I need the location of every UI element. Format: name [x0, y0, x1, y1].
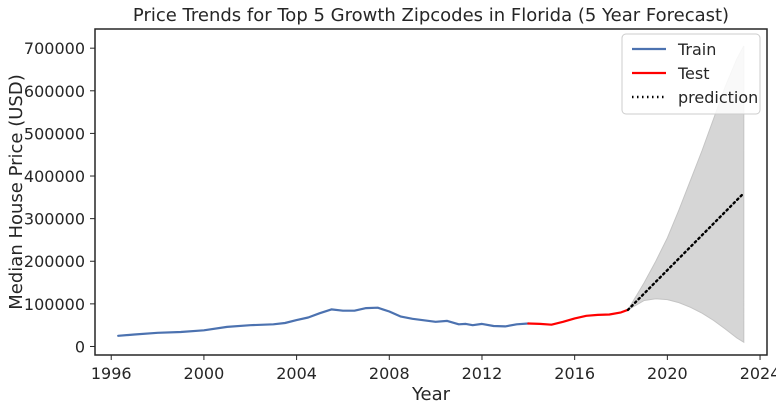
legend-box: [621, 33, 761, 115]
y-tick-label: 100000: [24, 295, 85, 314]
y-tick-label: 700000: [24, 39, 85, 58]
y-tick-label: 600000: [24, 82, 85, 101]
y-tick-label: 400000: [24, 167, 85, 186]
plot-frame: [94, 28, 768, 356]
legend: Train Test prediction: [621, 33, 761, 115]
x-axis: 1996 2000 2004 2008 2012 2016 2020 2024: [91, 355, 776, 383]
series-line-test: [527, 308, 630, 326]
x-tick-label: 2020: [647, 364, 688, 383]
series-line-prediction: [626, 191, 745, 311]
y-tick-label: 200000: [24, 252, 85, 271]
x-tick-label: 2004: [276, 364, 317, 383]
x-tick-label: 2012: [462, 364, 503, 383]
x-tick-label: 1996: [91, 364, 132, 383]
confidence-band: [626, 45, 745, 344]
series-line-train: [117, 306, 530, 337]
legend-label-test: Test: [677, 64, 710, 83]
chart-title: Price Trends for Top 5 Growth Zipcodes i…: [133, 5, 729, 26]
x-tick-label: 2016: [554, 364, 595, 383]
x-axis-title: Year: [411, 384, 451, 405]
y-tick-label: 0: [75, 337, 85, 356]
x-tick-label: 2024: [740, 364, 776, 383]
legend-label-train: Train: [677, 40, 716, 59]
series-layer: [117, 191, 745, 337]
legend-label-prediction: prediction: [678, 88, 758, 107]
y-tick-label: 300000: [24, 210, 85, 229]
y-axis: 0 100000 200000 300000 400000 500000 600000 700…: [24, 39, 95, 356]
x-tick-label: 2000: [184, 364, 225, 383]
y-axis-title: Median House Price (USD): [6, 74, 27, 309]
confidence-band-layer: [626, 45, 745, 344]
x-tick-label: 2008: [369, 364, 410, 383]
y-tick-label: 500000: [24, 124, 85, 143]
